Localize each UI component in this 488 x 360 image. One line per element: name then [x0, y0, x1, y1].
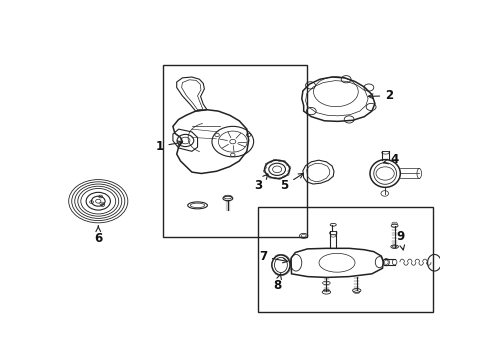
Text: 5: 5 [280, 174, 303, 192]
Text: 8: 8 [272, 273, 281, 292]
Text: 2: 2 [367, 89, 392, 102]
Text: 7: 7 [258, 250, 287, 263]
Bar [163, 66, 307, 237]
Text: 9: 9 [395, 230, 404, 250]
Text: 1: 1 [155, 140, 182, 153]
Bar [258, 207, 431, 312]
Text: 3: 3 [253, 174, 267, 192]
Text: 4: 4 [383, 153, 398, 166]
Text: 6: 6 [94, 226, 102, 245]
